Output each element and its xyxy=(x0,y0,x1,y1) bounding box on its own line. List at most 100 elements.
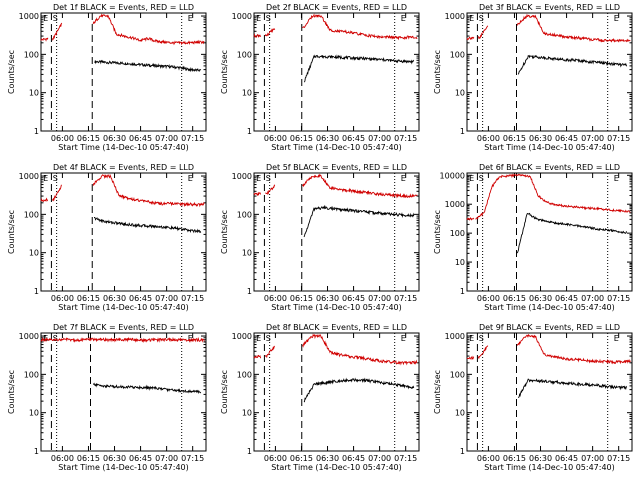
lld-series-line xyxy=(253,354,262,359)
y-axis-label: Counts/sec xyxy=(220,50,229,94)
y-tick-label: 1000 xyxy=(19,332,39,341)
marker-letter: E xyxy=(256,14,261,23)
y-tick-label: 1 xyxy=(247,447,252,456)
x-tick-label: 06:45 xyxy=(342,294,365,303)
x-tick-label: 07:00 xyxy=(581,454,604,463)
x-tick-label: 06:30 xyxy=(316,294,339,303)
lld-series-line xyxy=(40,336,205,343)
marker-letter: E xyxy=(469,174,474,183)
x-tick-label: 06:30 xyxy=(529,134,552,143)
events-series-line xyxy=(94,217,202,234)
marker-letter: E xyxy=(469,14,474,23)
y-tick-label: 1 xyxy=(34,127,39,136)
marker-letter: S xyxy=(53,334,58,343)
x-tick-label: 07:15 xyxy=(394,454,417,463)
lld-series-line xyxy=(265,184,276,195)
y-tick-label: 100 xyxy=(450,50,465,59)
x-axis-label: Start Time (14-Dec-10 05:47:40) xyxy=(484,463,615,472)
panel-7: Det 7f BLACK = Events, RED = LLD 1 10 100 10… xyxy=(7,323,207,472)
marker-letter: E xyxy=(614,174,619,183)
events-series-line xyxy=(303,204,415,238)
events-series-line xyxy=(303,54,415,83)
marker-letter: S xyxy=(266,334,271,343)
x-tick-label: 06:45 xyxy=(555,134,578,143)
y-axis-label: Counts/sec xyxy=(7,370,16,414)
y-tick-label: 100 xyxy=(237,370,252,379)
lld-series-line xyxy=(516,333,631,365)
lld-series-line xyxy=(253,191,261,196)
marker-letter: E xyxy=(469,334,474,343)
x-tick-label: 06:00 xyxy=(477,294,500,303)
panel-6: Det 6f BLACK = Events, RED = LLD 1 10 100 10… xyxy=(433,163,633,312)
y-tick-label: 100 xyxy=(450,370,465,379)
x-tick-label: 07:15 xyxy=(607,454,630,463)
panel-title: Det 3f BLACK = Events, RED = LLD xyxy=(479,3,620,12)
marker-letter: E xyxy=(43,174,48,183)
x-tick-label: 06:15 xyxy=(503,454,526,463)
y-tick-label: 10000 xyxy=(440,171,465,180)
y-tick-label: 100 xyxy=(24,50,39,59)
panel-title: Det 5f BLACK = Events, RED = LLD xyxy=(266,163,407,172)
y-tick-label: 10 xyxy=(455,409,465,418)
x-axis-label: Start Time (14-Dec-10 05:47:40) xyxy=(58,463,189,472)
x-tick-label: 07:15 xyxy=(394,134,417,143)
y-axis-label: Counts/sec xyxy=(433,370,442,414)
plot-frame xyxy=(253,12,420,132)
panel-title: Det 6f BLACK = Events, RED = LLD xyxy=(479,163,620,172)
y-tick-label: 1000 xyxy=(19,172,39,181)
marker-letter: S xyxy=(266,14,271,23)
x-tick-label: 06:15 xyxy=(77,294,100,303)
x-tick-label: 07:15 xyxy=(394,294,417,303)
x-tick-label: 06:15 xyxy=(77,454,100,463)
y-tick-label: 1 xyxy=(460,127,465,136)
x-tick-label: 06:30 xyxy=(529,454,552,463)
x-tick-label: 07:15 xyxy=(607,134,630,143)
plot-frame xyxy=(466,332,633,452)
lld-series-line xyxy=(40,197,48,202)
x-tick-label: 07:00 xyxy=(155,454,178,463)
panel-5: Det 5f BLACK = Events, RED = LLD 1 10 100 10… xyxy=(220,163,420,312)
y-axis-label: Counts/sec xyxy=(7,210,16,254)
y-tick-label: 10 xyxy=(29,249,39,258)
y-tick-label: 1000 xyxy=(19,12,39,21)
panel-1: Det 1f BLACK = Events, RED = LLD 1 10 100 10… xyxy=(7,3,207,152)
y-tick-label: 10 xyxy=(242,89,252,98)
lld-series-line xyxy=(264,28,276,37)
x-axis-label: Start Time (14-Dec-10 05:47:40) xyxy=(484,143,615,152)
y-tick-label: 1000 xyxy=(232,332,252,341)
x-tick-label: 07:00 xyxy=(155,134,178,143)
x-tick-label: 06:00 xyxy=(477,454,500,463)
marker-letter: E xyxy=(401,14,406,23)
panel-9: Det 9f BLACK = Events, RED = LLD 1 10 100 10… xyxy=(433,323,633,472)
events-series-line xyxy=(303,377,415,403)
lld-series-line xyxy=(92,13,205,46)
x-tick-label: 06:45 xyxy=(342,454,365,463)
x-tick-label: 07:15 xyxy=(181,294,204,303)
y-tick-label: 1 xyxy=(247,287,252,296)
x-tick-label: 06:30 xyxy=(103,454,126,463)
marker-letter: S xyxy=(53,14,58,23)
marker-letter: E xyxy=(256,174,261,183)
x-tick-label: 06:00 xyxy=(477,134,500,143)
x-axis-label: Start Time (14-Dec-10 05:47:40) xyxy=(271,143,402,152)
plot-frame xyxy=(40,12,207,132)
plot-frame xyxy=(466,172,633,292)
y-tick-label: 100 xyxy=(24,210,39,219)
lld-series-line xyxy=(517,173,631,213)
x-axis-label: Start Time (14-Dec-10 05:47:40) xyxy=(271,303,402,312)
lld-series-line xyxy=(92,173,205,208)
panel-title: Det 9f BLACK = Events, RED = LLD xyxy=(479,323,620,332)
lld-series-line xyxy=(477,25,489,40)
panel-title: Det 4f BLACK = Events, RED = LLD xyxy=(53,163,194,172)
panel-2: Det 2f BLACK = Events, RED = LLD 1 10 100 10… xyxy=(220,3,420,152)
x-tick-label: 07:00 xyxy=(155,294,178,303)
marker-letter: S xyxy=(479,174,484,183)
x-tick-label: 06:30 xyxy=(316,454,339,463)
lld-series-line xyxy=(51,22,63,41)
y-tick-label: 1 xyxy=(34,287,39,296)
plot-frame xyxy=(253,332,420,452)
lld-series-line xyxy=(302,333,418,366)
y-tick-label: 1 xyxy=(460,447,465,456)
y-axis-label: Counts/sec xyxy=(433,210,442,254)
